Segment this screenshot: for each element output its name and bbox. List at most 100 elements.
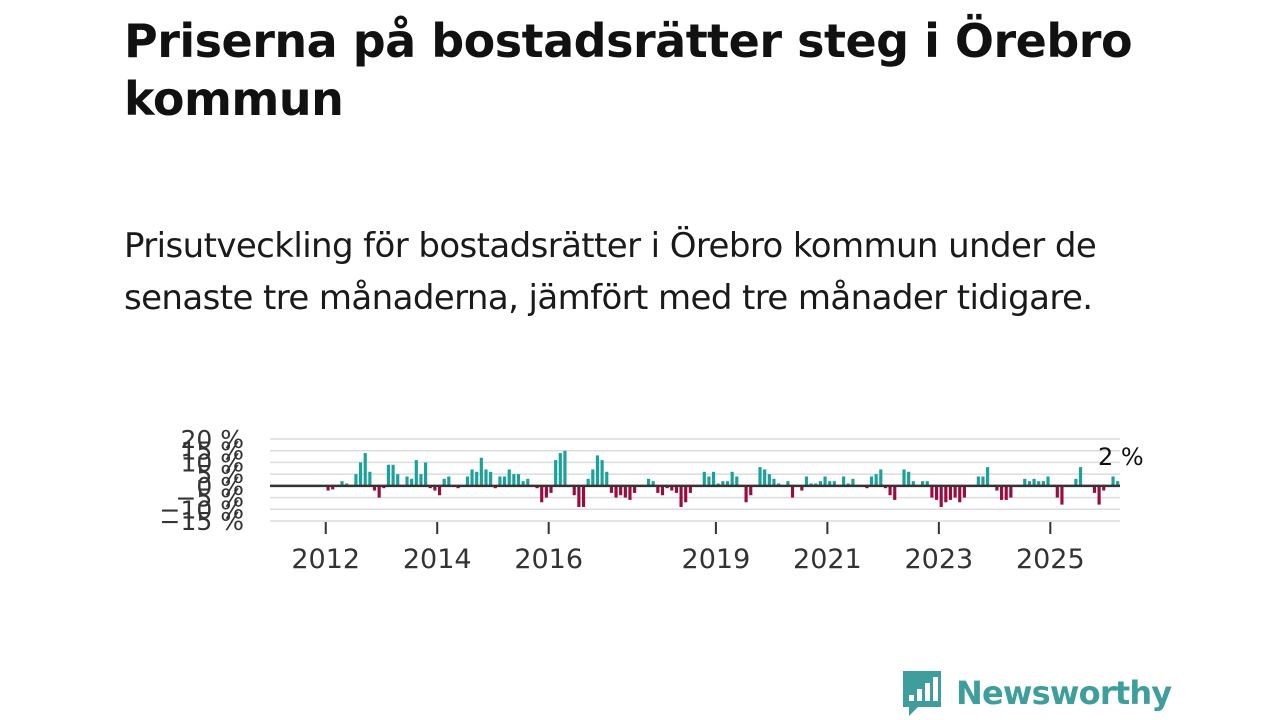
bar-positive [907,471,911,486]
bar-positive [1032,478,1036,486]
bar-negative [749,485,753,496]
bar-positive [591,469,595,486]
y-tick-label: 10 % [180,448,244,477]
bar-positive [823,476,827,486]
bar-positive [340,481,344,486]
bar-negative [1004,485,1008,500]
bar-negative [326,485,330,491]
bar-positive [358,462,363,486]
bar-positive [1027,481,1032,486]
annotations: 2 % [1098,443,1144,471]
bar-positive [516,474,521,486]
y-tick-label: 20 % [180,425,244,454]
bar-negative [660,485,665,496]
bar-negative [670,485,674,491]
bar-positive [725,481,730,486]
bar-positive [851,478,855,486]
bar-positive [410,478,414,486]
bar-positive [1046,476,1050,486]
bar-negative [684,485,688,503]
bar-positive [902,469,906,486]
bar-positive [563,450,567,486]
bar-negative [1102,485,1106,491]
bar-positive [489,471,493,486]
bar-series [326,450,1120,507]
bar-negative [999,485,1004,500]
bar-negative [888,485,892,496]
bar-negative [1097,485,1101,505]
x-tick-label: 2023 [904,544,973,575]
bar-positive [763,469,767,486]
bar-positive [498,476,502,486]
bar-negative [790,485,795,498]
bar-positive [507,469,511,486]
bar-positive [735,476,739,486]
bar-negative [800,485,804,491]
bar-negative [633,485,637,493]
bar-positive [879,469,883,486]
bar-positive [447,476,451,486]
bar-negative [679,485,683,507]
bar-negative [674,485,678,493]
bar-positive [419,474,423,486]
bar-negative [953,485,957,498]
bar-negative [549,485,553,493]
y-tick-label: −15 % [160,507,244,536]
bar-negative [619,485,623,496]
bar-positive [605,471,609,486]
bar-positive [925,481,929,486]
bar-positive [600,460,604,486]
bar-negative [962,485,966,498]
bar-negative [893,485,897,500]
bar-positive [786,481,790,486]
bar-positive [502,476,507,486]
bar-positive [1116,481,1120,486]
bar-negative [614,485,618,498]
bar-positive [424,462,428,486]
bar-positive [702,471,706,486]
bar-positive [758,467,762,486]
y-tick-label: −5 % [175,484,244,513]
bar-positive [651,481,655,486]
bar-positive [646,478,651,486]
y-tick-label: −10 % [160,495,244,524]
bar-positive [386,464,391,486]
bar-positive [558,453,562,486]
bar-negative [930,485,934,498]
bar-positive [554,460,558,486]
bar-negative [581,485,586,507]
brand-name: Newsworthy [956,674,1172,712]
bar-positive [828,481,832,486]
bar-negative [944,485,948,503]
bar-positive [368,471,372,486]
bar-positive [804,476,809,486]
bar-positive [730,471,734,486]
bar-chart: 20 %15 %10 %5 %0 %−5 %−10 %−15 % 2012 201… [160,425,1144,575]
x-tick-label: 2016 [514,544,583,575]
bar-positive [712,471,716,486]
chart-title: Priserna på bostadsrätter steg i Örebro … [124,14,1133,126]
bar-positive [818,481,822,486]
bar-negative [540,485,544,503]
bar-positive [1041,481,1045,486]
bar-positive [405,476,409,486]
bar-positive [396,474,400,486]
bar-positive [976,476,980,486]
bar-negative [934,485,939,500]
x-tick-label: 2019 [682,544,751,575]
bar-chart-speech-bubble-icon [903,671,941,716]
bar-positive [465,476,469,486]
x-tick-label: 2014 [403,544,472,575]
x-tick-label: 2025 [1016,544,1085,575]
bar-positive [869,476,874,486]
bar-negative [544,485,548,498]
bar-positive [526,478,530,486]
bar-positive [767,474,771,486]
bar-negative [958,485,962,503]
bar-positive [772,478,776,486]
bar-negative [437,485,442,496]
bar-positive [442,478,446,486]
bar-positive [470,469,474,486]
bar-positive [586,478,590,486]
bar-negative [623,485,627,498]
